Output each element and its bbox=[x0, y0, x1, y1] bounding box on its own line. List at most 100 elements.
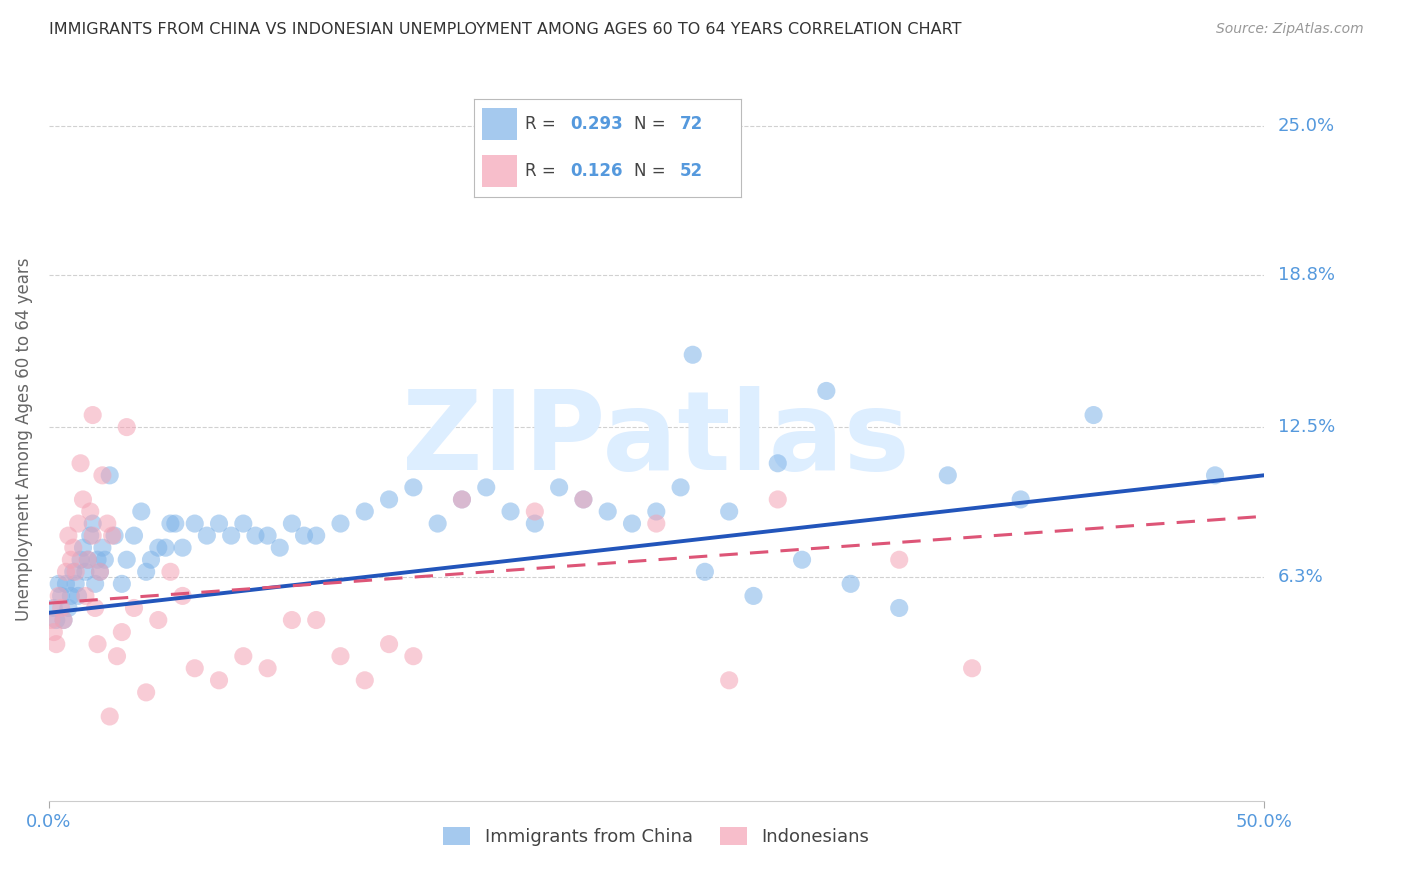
Point bbox=[1204, 468, 1226, 483]
Point bbox=[305, 613, 328, 627]
Point bbox=[499, 504, 522, 518]
Point bbox=[79, 528, 101, 542]
Point bbox=[72, 492, 94, 507]
Point bbox=[572, 492, 595, 507]
Point bbox=[766, 456, 789, 470]
Point bbox=[105, 649, 128, 664]
Point bbox=[41, 613, 63, 627]
Point bbox=[122, 528, 145, 542]
Point bbox=[548, 480, 571, 494]
Point bbox=[111, 625, 134, 640]
Point bbox=[766, 492, 789, 507]
Point bbox=[65, 565, 87, 579]
Point bbox=[839, 577, 862, 591]
Point bbox=[76, 553, 98, 567]
Point bbox=[139, 553, 162, 567]
Point bbox=[1083, 408, 1105, 422]
Point bbox=[742, 589, 765, 603]
Text: IMMIGRANTS FROM CHINA VS INDONESIAN UNEMPLOYMENT AMONG AGES 60 TO 64 YEARS CORRE: IMMIGRANTS FROM CHINA VS INDONESIAN UNEM… bbox=[49, 22, 962, 37]
Point bbox=[451, 492, 474, 507]
Point bbox=[48, 589, 70, 603]
Point bbox=[402, 480, 425, 494]
Point bbox=[59, 589, 82, 603]
Point bbox=[475, 143, 498, 157]
Point bbox=[378, 637, 401, 651]
Point bbox=[960, 661, 983, 675]
Legend: Immigrants from China, Indonesians: Immigrants from China, Indonesians bbox=[436, 820, 876, 854]
Point bbox=[45, 637, 67, 651]
Point bbox=[58, 528, 80, 542]
Point bbox=[378, 492, 401, 507]
Point bbox=[86, 553, 108, 567]
Point bbox=[292, 528, 315, 542]
Point bbox=[815, 384, 838, 398]
Point bbox=[103, 528, 125, 542]
Point bbox=[183, 661, 205, 675]
Point bbox=[122, 601, 145, 615]
Point bbox=[82, 408, 104, 422]
Point bbox=[718, 504, 741, 518]
Point bbox=[111, 577, 134, 591]
Point bbox=[96, 516, 118, 531]
Point bbox=[183, 516, 205, 531]
Point bbox=[281, 613, 304, 627]
Point bbox=[669, 480, 692, 494]
Point bbox=[426, 516, 449, 531]
Y-axis label: Unemployment Among Ages 60 to 64 years: Unemployment Among Ages 60 to 64 years bbox=[15, 258, 32, 621]
Point bbox=[59, 553, 82, 567]
Point bbox=[45, 613, 67, 627]
Point bbox=[353, 504, 375, 518]
Point bbox=[208, 673, 231, 688]
Point bbox=[49, 589, 72, 603]
Point bbox=[645, 516, 668, 531]
Point bbox=[52, 613, 75, 627]
Point bbox=[523, 504, 546, 518]
Point bbox=[55, 577, 77, 591]
Point bbox=[256, 661, 278, 675]
Point bbox=[596, 504, 619, 518]
Point bbox=[49, 601, 72, 615]
Point bbox=[353, 673, 375, 688]
Point bbox=[42, 601, 65, 615]
Text: 18.8%: 18.8% bbox=[1278, 266, 1334, 285]
Point bbox=[159, 565, 181, 579]
Point bbox=[98, 468, 121, 483]
Point bbox=[572, 492, 595, 507]
Point bbox=[94, 553, 117, 567]
Point bbox=[65, 577, 87, 591]
Point bbox=[86, 637, 108, 651]
Point bbox=[42, 625, 65, 640]
Point bbox=[682, 348, 704, 362]
Point bbox=[115, 420, 138, 434]
Point bbox=[269, 541, 291, 555]
Point bbox=[475, 480, 498, 494]
Point bbox=[55, 565, 77, 579]
Point bbox=[58, 601, 80, 615]
Point bbox=[135, 685, 157, 699]
Point bbox=[84, 577, 107, 591]
Point bbox=[645, 504, 668, 518]
Point bbox=[129, 504, 152, 518]
Point bbox=[402, 649, 425, 664]
Point bbox=[67, 516, 90, 531]
Point bbox=[305, 528, 328, 542]
Point bbox=[790, 553, 813, 567]
Point bbox=[232, 649, 254, 664]
Text: ZIPatlas: ZIPatlas bbox=[402, 385, 910, 492]
Point bbox=[89, 565, 111, 579]
Point bbox=[82, 528, 104, 542]
Point bbox=[148, 613, 170, 627]
Point bbox=[135, 565, 157, 579]
Point bbox=[329, 649, 352, 664]
Point bbox=[84, 601, 107, 615]
Point bbox=[69, 456, 91, 470]
Text: 12.5%: 12.5% bbox=[1278, 418, 1334, 436]
Point bbox=[936, 468, 959, 483]
Point bbox=[245, 528, 267, 542]
Point bbox=[451, 492, 474, 507]
Point bbox=[718, 673, 741, 688]
Point bbox=[523, 516, 546, 531]
Point bbox=[75, 589, 97, 603]
Point bbox=[281, 516, 304, 531]
Point bbox=[172, 589, 194, 603]
